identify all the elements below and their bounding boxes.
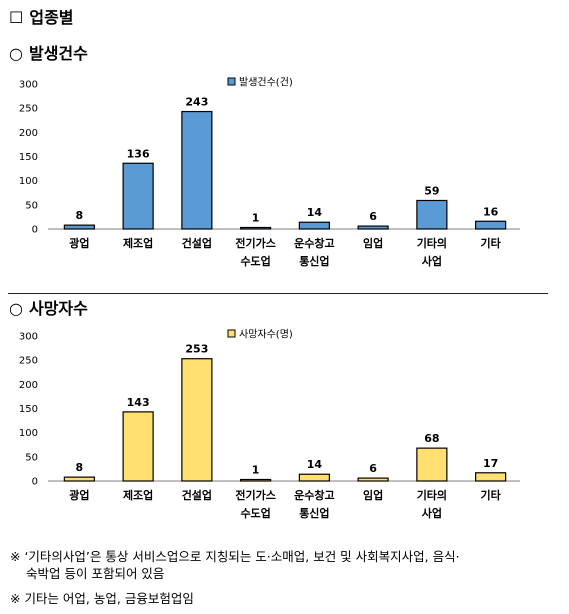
category-label: 제조업	[123, 488, 153, 502]
data-label: 143	[127, 396, 150, 409]
category-label: 기타의	[417, 236, 447, 250]
y-tick-label: 100	[19, 428, 38, 439]
deaths-bar-chart: 0 50 100 150 200 250 300 8 광업 143 제조업 253 건설업 1 전기가스수도…	[19, 329, 520, 520]
legend-label: 발생건수(건)	[239, 77, 293, 89]
data-label: 1	[252, 212, 260, 225]
category-label: 사업	[422, 254, 442, 268]
bar	[63, 224, 95, 230]
category-label: 전기가스	[235, 236, 275, 250]
data-label: 253	[185, 343, 208, 356]
subsection-title: 발생건수	[28, 44, 88, 63]
category-label: 통신업	[299, 254, 329, 268]
y-tick-label: 50	[25, 200, 38, 211]
category-label: 임업	[363, 237, 383, 250]
y-tick-label: 250	[19, 356, 38, 367]
circle-bullet-icon: ○	[9, 44, 23, 63]
bar	[63, 476, 95, 482]
y-tick-label: 200	[19, 380, 38, 391]
section-heading: ☐ 업종별	[9, 4, 74, 28]
footnote-other-business: ※ ‘기타의사업’은 통상 서비스업으로 지칭되는 도·소매업, 보건 및 사회…	[10, 549, 460, 564]
section-divider	[8, 293, 548, 294]
y-tick-label: 300	[19, 80, 38, 91]
incidents-bar-chart: 0 50 100 150 200 250 300 8 광업 136 제조업 243 건설업 1 전기가스수도…	[19, 77, 520, 268]
data-label: 8	[76, 209, 84, 222]
checkbox-square-icon: ☐	[9, 8, 24, 27]
category-label: 전기가스	[235, 488, 275, 502]
data-label: 6	[369, 462, 377, 475]
bar	[357, 225, 389, 230]
category-label: 기타	[481, 488, 502, 502]
category-label: 임업	[363, 489, 383, 502]
data-label: 14	[307, 206, 323, 219]
category-label: 건설업	[182, 488, 212, 502]
bar	[122, 411, 154, 482]
subsection-heading-incidents: ○ 발생건수	[9, 40, 88, 64]
y-tick-label: 0	[32, 477, 38, 488]
bar	[240, 478, 272, 482]
data-label: 8	[76, 461, 84, 474]
bar	[416, 447, 448, 482]
footnote-other-business-cont: 숙박업 등이 포함되어 있음	[26, 566, 165, 581]
data-label: 14	[307, 458, 323, 471]
circle-bullet-icon: ○	[9, 299, 23, 318]
bar	[181, 110, 213, 230]
category-label: 사업	[422, 506, 442, 520]
bar	[298, 221, 330, 230]
legend-swatch	[227, 77, 236, 86]
subsection-heading-deaths: ○ 사망자수	[9, 295, 88, 319]
data-label: 16	[483, 205, 499, 218]
y-tick-label: 300	[19, 332, 38, 343]
category-label: 수도업	[240, 507, 270, 520]
legend-swatch	[227, 329, 236, 338]
data-label: 136	[127, 147, 150, 160]
bar	[357, 477, 389, 482]
category-label: 기타의	[417, 488, 447, 502]
category-label: 제조업	[123, 236, 153, 250]
bar	[475, 220, 507, 230]
data-label: 243	[185, 96, 208, 109]
category-label: 광업	[69, 237, 89, 250]
y-tick-label: 150	[19, 404, 38, 415]
y-tick-label: 250	[19, 104, 38, 115]
category-label: 운수창고	[294, 236, 334, 250]
y-tick-label: 200	[19, 128, 38, 139]
bar	[122, 162, 154, 230]
category-label: 광업	[69, 489, 89, 502]
category-label: 수도업	[240, 255, 270, 268]
bar	[298, 473, 330, 482]
bar	[475, 472, 507, 482]
category-label: 운수창고	[294, 488, 334, 502]
y-tick-label: 150	[19, 152, 38, 163]
bar	[181, 358, 213, 482]
data-label: 68	[424, 432, 439, 445]
category-label: 건설업	[182, 236, 212, 250]
category-label: 기타	[481, 236, 502, 250]
footnote-other: ※ 기타는 어업, 농업, 금융보험업임	[10, 591, 194, 606]
data-label: 17	[483, 457, 498, 470]
legend-label: 사망자수(명)	[239, 329, 293, 341]
subsection-title: 사망자수	[28, 299, 88, 318]
category-label: 통신업	[299, 506, 329, 520]
data-label: 1	[252, 464, 260, 477]
y-tick-label: 50	[25, 452, 38, 463]
data-label: 6	[369, 210, 377, 223]
section-title: 업종별	[29, 8, 74, 27]
y-tick-label: 100	[19, 176, 38, 187]
bar	[240, 226, 272, 230]
bar	[416, 199, 448, 230]
y-tick-label: 0	[32, 225, 38, 236]
data-label: 59	[424, 184, 439, 197]
